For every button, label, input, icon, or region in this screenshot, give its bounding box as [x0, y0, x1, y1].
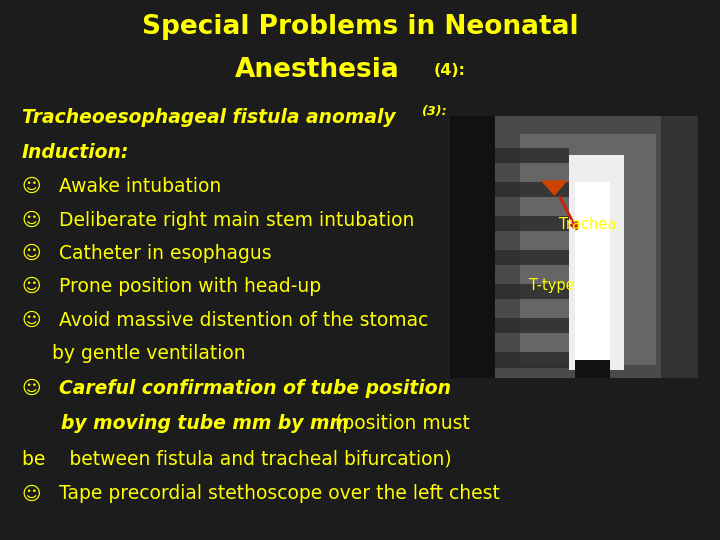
Text: Tracheoesophageal fistula anomaly: Tracheoesophageal fistula anomaly [22, 108, 395, 127]
Bar [495, 116, 698, 378]
Text: ☺: ☺ [22, 244, 41, 263]
Bar [495, 181, 570, 197]
Text: be    between fistula and tracheal bifurcation): be between fistula and tracheal bifurcat… [22, 449, 451, 468]
Text: Awake intubation: Awake intubation [59, 177, 221, 195]
Text: Careful confirmation of tube position: Careful confirmation of tube position [59, 379, 451, 398]
Bar [520, 134, 656, 365]
Text: ☺: ☺ [22, 211, 41, 229]
Bar [495, 352, 570, 368]
Text: (position must: (position must [335, 414, 469, 433]
Text: (4):: (4): [433, 63, 465, 78]
Bar [450, 116, 495, 378]
Bar [495, 215, 570, 231]
Polygon shape [541, 180, 568, 196]
Text: ☺: ☺ [22, 177, 41, 195]
Bar [661, 116, 698, 378]
Bar [575, 360, 611, 378]
Text: Tape precordial stethoscope over the left chest: Tape precordial stethoscope over the lef… [59, 484, 500, 503]
Text: ☺: ☺ [22, 484, 41, 503]
Bar [495, 284, 570, 299]
Bar [575, 181, 611, 370]
Text: Avoid massive distention of the stomac: Avoid massive distention of the stomac [59, 310, 428, 329]
Text: Induction:: Induction: [22, 143, 129, 162]
Text: Special Problems in Neonatal: Special Problems in Neonatal [142, 14, 578, 39]
Text: (3):: (3): [421, 105, 447, 118]
Text: by gentle ventilation: by gentle ventilation [22, 344, 246, 363]
Bar [495, 318, 570, 334]
Bar [495, 147, 570, 163]
Text: ☺: ☺ [22, 379, 41, 398]
Text: Anesthesia: Anesthesia [235, 57, 399, 83]
Bar [495, 249, 570, 265]
Text: Deliberate right main stem intubation: Deliberate right main stem intubation [59, 211, 415, 229]
Text: ☺: ☺ [22, 310, 41, 329]
Text: T-type: T-type [529, 279, 575, 293]
Text: Trachea: Trachea [559, 217, 616, 232]
Text: ☺: ☺ [22, 277, 41, 296]
Text: by moving tube mm by mm: by moving tube mm by mm [22, 414, 355, 433]
Text: Catheter in esophagus: Catheter in esophagus [59, 244, 271, 263]
Bar [570, 156, 624, 370]
Bar [450, 116, 698, 378]
Text: Prone position with head-up: Prone position with head-up [59, 277, 321, 296]
